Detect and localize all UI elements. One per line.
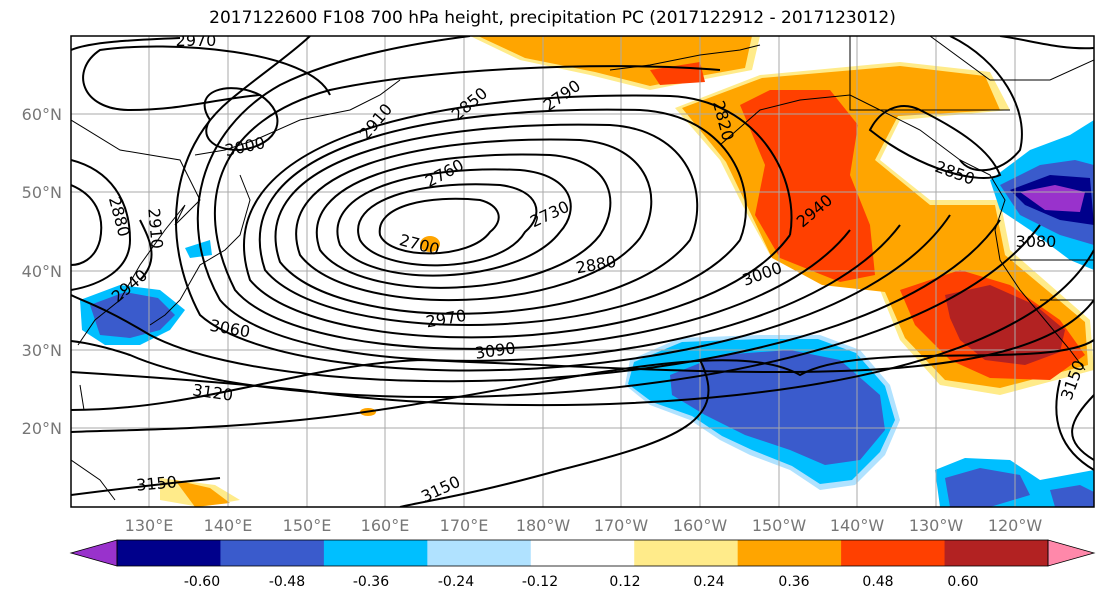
colorbar-bin <box>427 540 532 566</box>
colorbar-ticks: -0.60 -0.48 -0.36 -0.24 -0.12 0.12 0.24 … <box>184 574 979 590</box>
map-title: 2017122600 F108 700 hPa height, precipit… <box>209 8 896 28</box>
contour-label: 2910 <box>144 207 166 249</box>
colorbar-tick: 0.24 <box>693 574 724 590</box>
lon-label: 160°W <box>673 516 728 535</box>
colorbar-bin <box>737 540 842 566</box>
contour-label: 3150 <box>135 472 177 494</box>
colorbar-bin <box>323 540 428 566</box>
colorbar-extend-low <box>69 539 118 567</box>
lon-label: 130°E <box>125 516 174 535</box>
colorbar-bin <box>944 540 1049 566</box>
colorbar-tick: -0.12 <box>522 574 558 590</box>
colorbar-tick: 0.60 <box>947 574 978 590</box>
lon-label: 160°E <box>361 516 410 535</box>
longitude-labels: 130°E 140°E 150°E 160°E 170°E 180°W 170°… <box>125 516 1043 535</box>
lon-label: 150°E <box>283 516 332 535</box>
colorbar-bin <box>841 540 946 566</box>
lon-label: 130°W <box>909 516 964 535</box>
lat-label: 50°N <box>22 183 62 202</box>
lon-label: 170°W <box>594 516 649 535</box>
lat-label: 20°N <box>22 419 62 438</box>
height-contours <box>71 36 1094 507</box>
colorbar: -0.60 -0.48 -0.36 -0.24 -0.12 0.12 0.24 … <box>69 539 1096 590</box>
colorbar-tick: -0.24 <box>438 574 474 590</box>
colorbar-tick: 0.12 <box>609 574 640 590</box>
lon-label: 150°W <box>752 516 807 535</box>
colorbar-tick: -0.60 <box>184 574 220 590</box>
lat-label: 30°N <box>22 341 62 360</box>
colorbar-tick: 0.48 <box>862 574 893 590</box>
lon-label: 140°E <box>204 516 253 535</box>
colorbar-bin <box>530 540 635 566</box>
lon-label: 140°W <box>830 516 885 535</box>
lon-label: 170°E <box>440 516 489 535</box>
colorbar-bin <box>634 540 739 566</box>
colorbar-tick: -0.36 <box>353 574 389 590</box>
lon-label: 120°W <box>988 516 1043 535</box>
contour-label: 3080 <box>1016 232 1057 251</box>
colorbar-bin <box>117 540 221 566</box>
colorbar-bin <box>220 540 325 566</box>
lon-label: 180°W <box>516 516 571 535</box>
map-frame <box>70 35 1095 508</box>
colorbar-tick: -0.48 <box>269 574 305 590</box>
lat-label: 60°N <box>22 105 62 124</box>
lat-label: 40°N <box>22 262 62 281</box>
latitude-labels: 60°N 50°N 40°N 30°N 20°N <box>22 105 62 438</box>
colorbar-tick: 0.36 <box>778 574 809 590</box>
contour-label: 2970 <box>176 31 217 50</box>
colorbar-extend-high <box>1047 539 1096 567</box>
